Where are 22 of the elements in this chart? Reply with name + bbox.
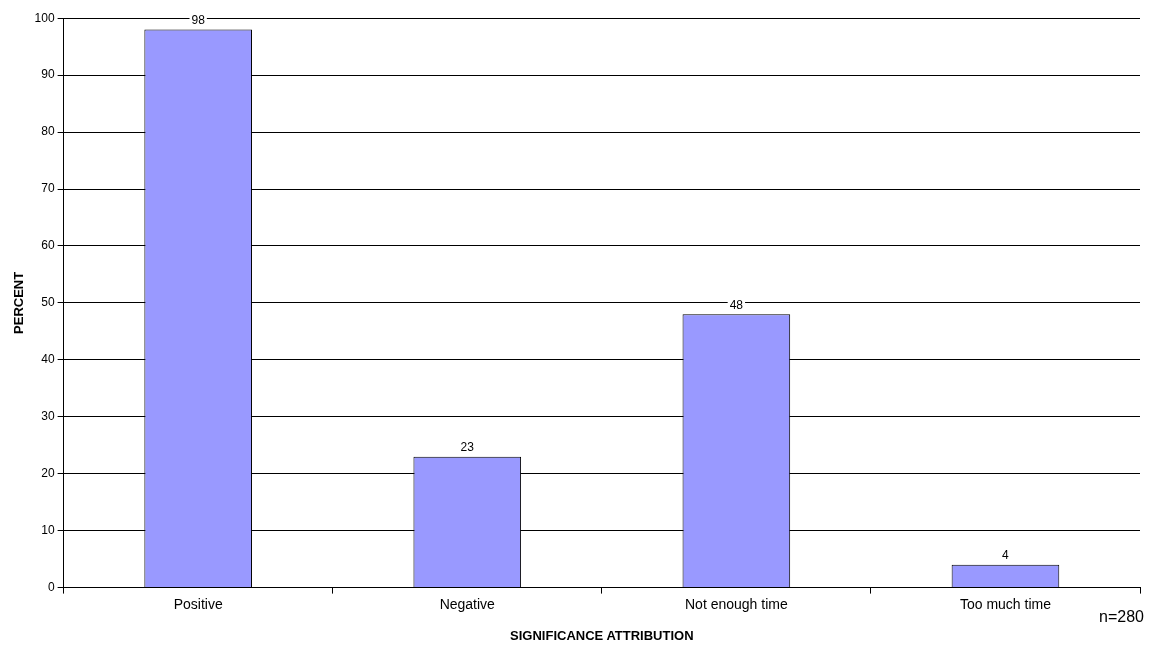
y-tick-label: 0: [47, 579, 55, 594]
x-tick-label: Positive: [173, 595, 223, 612]
y-tick-label: 50: [41, 295, 55, 310]
x-tick-label: Too much time: [959, 595, 1052, 612]
y-tick-label: 20: [41, 466, 55, 481]
y-tick-label: 10: [41, 522, 55, 537]
y-tick-label: 90: [41, 67, 55, 82]
data-label: 23: [460, 439, 475, 454]
y-axis-title: PERCENT: [11, 271, 27, 334]
data-label: 48: [729, 297, 744, 312]
y-tick-label: 40: [41, 352, 55, 367]
y-tick-label: 60: [41, 238, 55, 253]
y-tick-label: 30: [41, 409, 55, 424]
x-tick-label: Negative: [439, 595, 496, 612]
x-axis-title: SIGNIFICANCE ATTRIBUTION: [510, 627, 694, 643]
data-label: 4: [1002, 548, 1010, 563]
y-tick-label: 70: [41, 181, 55, 196]
y-tick-label: 100: [34, 10, 55, 25]
x-tick-label: Not enough time: [684, 595, 788, 612]
text: n=280: [1099, 608, 1145, 626]
data-label: 98: [191, 12, 206, 27]
y-tick-label: 80: [41, 124, 55, 139]
